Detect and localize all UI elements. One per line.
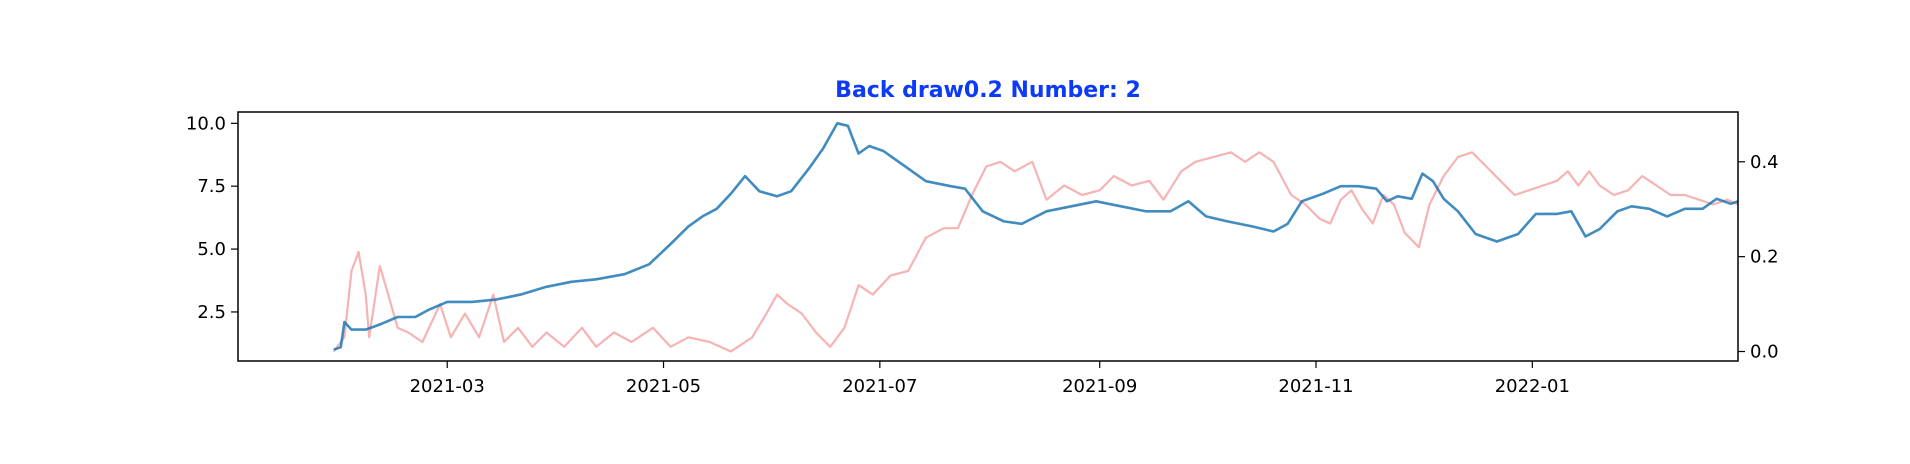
y-right-tick-label: 0.4: [1750, 152, 1779, 173]
y-right-tick-label: 0.0: [1750, 342, 1779, 363]
x-tick-label: 2021-07: [842, 376, 917, 397]
series-layer: [332, 122, 1739, 353]
x-tick-label: 2021-11: [1278, 376, 1353, 397]
series-line-2-right: [332, 151, 1739, 353]
x-tick-label: 2022-01: [1495, 376, 1570, 397]
x-tick-label: 2021-05: [626, 376, 701, 397]
y-axis-left: 2.5 5.0 7.5 10.0: [186, 113, 238, 323]
x-tick-label: 2021-09: [1062, 376, 1137, 397]
x-tick-label: 2021-03: [410, 376, 485, 397]
y-left-tick-label: 7.5: [197, 176, 226, 197]
series-line-1-left: [333, 122, 1739, 351]
y-axis-right: 0.0 0.2 0.4: [1738, 152, 1779, 363]
y-left-tick-label: 5.0: [197, 239, 226, 260]
y-left-tick-label: 2.5: [197, 302, 226, 323]
plot-frame: [237, 111, 1739, 362]
y-left-tick-label: 10.0: [186, 113, 226, 134]
x-axis: 2021-03 2021-05 2021-07 2021-09 2021-11 2022-…: [410, 361, 1570, 397]
y-right-tick-label: 0.2: [1750, 247, 1779, 268]
chart-title: Back draw0.2 Number: 2: [835, 78, 1141, 103]
